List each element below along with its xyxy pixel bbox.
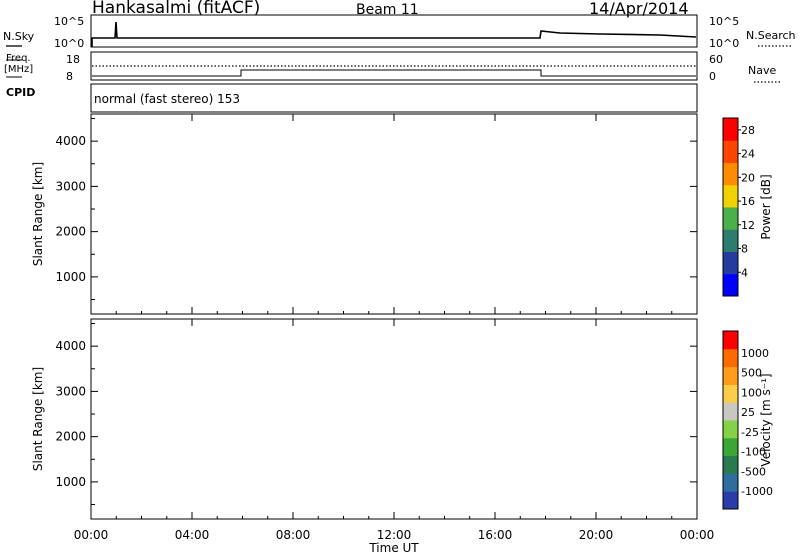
y-axis-label-0: Slant Range [km] <box>31 162 45 266</box>
colorbar-tick-label-3: 16 <box>741 195 755 208</box>
y-axis-label-1: Slant Range [km] <box>31 367 45 471</box>
freq-tick-bottom: 8 <box>66 70 73 83</box>
colorbar-segment-0-6 <box>723 140 738 163</box>
colorbar-frame-0 <box>722 117 739 297</box>
cpid-label: CPID <box>6 86 36 99</box>
colorbar-segment-0-2 <box>723 229 738 252</box>
panels-group: 1000 2000 3000 4000 Slant Range [km] 4 8 12 16 20… <box>31 113 773 554</box>
cpid-panel-frame <box>90 83 698 113</box>
colorbar-tick-label-v5: -100 <box>741 446 766 459</box>
colorbar-tick-label-4: 20 <box>741 171 755 184</box>
colorbar-tick-label-v6: -500 <box>741 465 766 478</box>
y-tick-label-0-2: 3000 <box>55 179 86 193</box>
colorbar-segment-1-8 <box>723 348 738 368</box>
counts-tick-left-bottom: 10^0 <box>54 37 85 50</box>
colorbar-label-0: Power [dB] <box>759 174 773 239</box>
colorbar-segment-1-7 <box>723 366 738 385</box>
colorbar-frame-1 <box>722 330 739 510</box>
date-title: 14/Apr/2014 <box>589 0 689 18</box>
colorbar-segment-0-5 <box>723 162 738 186</box>
nave-tick-top: 60 <box>709 53 723 66</box>
search-label: N.Search <box>746 29 796 42</box>
counts-tick-right-top: 10^5 <box>709 15 740 28</box>
y-tick-label-1-3: 4000 <box>55 339 86 353</box>
colorbar-tick-label-0: 4 <box>741 266 748 279</box>
nave-label: Nave <box>748 64 777 77</box>
counts-panel-frame <box>90 14 698 48</box>
colorbar-segment-1-4 <box>723 420 738 439</box>
cpid-text: normal (fast stereo) 153 <box>94 92 241 106</box>
nave-tick-bottom: 0 <box>709 70 716 83</box>
colorbar-tick-label-2: 12 <box>741 219 755 232</box>
colorbar-tick-label-v2: 100 <box>741 386 762 399</box>
y-tick-label-1-2: 3000 <box>55 384 86 398</box>
freq-panel-frame <box>90 51 698 81</box>
x-tick-label-5: 20:00 <box>579 528 614 542</box>
colorbar-tick-label-6: 28 <box>741 124 755 137</box>
sky-label: N.Sky <box>3 30 35 43</box>
colorbar-tick-label-v7: -1000 <box>741 485 773 498</box>
panel-frame-1 <box>90 318 698 520</box>
freq-tick-top: 18 <box>66 53 80 66</box>
colorbar-tick-label-v4: -25 <box>741 426 759 439</box>
colorbar-segment-0-4 <box>723 184 738 208</box>
x-axis-label: Time UT <box>368 541 419 554</box>
colorbar-segment-1-6 <box>723 384 738 403</box>
freq-unit: [MHz] <box>4 64 34 75</box>
beam-title: Beam 11 <box>356 2 419 18</box>
y-tick-label-0-0: 1000 <box>55 270 86 284</box>
counts-tick-right-bottom: 10^0 <box>709 37 740 50</box>
colorbar-tick-label-v1: 500 <box>741 367 762 380</box>
colorbar-segment-0-3 <box>723 207 738 230</box>
colorbar-segment-0-7 <box>723 118 738 141</box>
y-tick-label-0-1: 2000 <box>55 225 86 239</box>
colorbar-tick-label-v3: 25 <box>741 406 755 419</box>
colorbar-segment-0-1 <box>723 251 738 275</box>
y-tick-label-1-1: 2000 <box>55 430 86 444</box>
colorbar-segment-0-0 <box>723 273 738 297</box>
colorbar-segment-1-3 <box>723 437 738 457</box>
sky-counts-trace <box>91 21 697 47</box>
panel-frame-0 <box>90 113 698 315</box>
counts-tick-left-top: 10^5 <box>54 15 85 28</box>
colorbar-tick-label-v0: 1000 <box>741 347 769 360</box>
y-tick-label-0-3: 4000 <box>55 134 86 148</box>
colorbar-tick-label-5: 24 <box>741 148 755 161</box>
colorbar-segment-1-0 <box>723 491 738 510</box>
x-tick-label-3: 12:00 <box>377 528 412 542</box>
colorbar-segment-1-5 <box>723 402 738 421</box>
x-tick-label-1: 04:00 <box>175 528 210 542</box>
colorbar-segment-1-1 <box>723 473 738 492</box>
colorbar-label-1: Velocity [m s⁻¹] <box>759 373 773 466</box>
freq-label: Freq. <box>6 53 31 64</box>
x-tick-label-4: 16:00 <box>478 528 513 542</box>
x-tick-label-2: 08:00 <box>276 528 311 542</box>
station-title: Hankasalmi (fitACF) <box>92 0 261 18</box>
y-tick-label-1-0: 1000 <box>55 475 86 489</box>
colorbar-segment-1-2 <box>723 455 738 474</box>
x-tick-label-0: 00:00 <box>74 528 109 542</box>
x-tick-label-6: 00:00 <box>680 528 715 542</box>
colorbar-tick-label-1: 8 <box>741 243 748 256</box>
colorbar-segment-1-9 <box>723 331 738 350</box>
freq-trace <box>92 69 696 77</box>
